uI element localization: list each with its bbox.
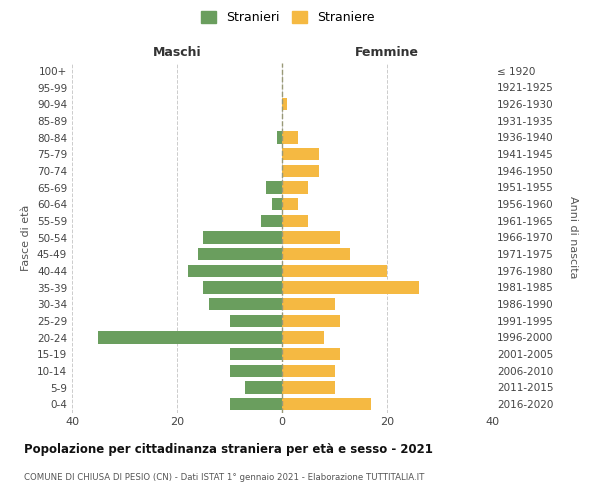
Bar [282,364,335,377]
Bar [282,214,308,227]
Bar [266,181,282,194]
Bar [229,314,282,327]
Y-axis label: Fasce di età: Fasce di età [22,204,31,270]
Bar [203,281,282,293]
Bar [229,348,282,360]
Text: Popolazione per cittadinanza straniera per età e sesso - 2021: Popolazione per cittadinanza straniera p… [24,442,433,456]
Bar [282,98,287,110]
Bar [282,131,298,144]
Bar [271,198,282,210]
Bar [282,181,308,194]
Bar [282,164,319,177]
Bar [282,198,298,210]
Bar [261,214,282,227]
Legend: Stranieri, Straniere: Stranieri, Straniere [196,6,380,29]
Bar [229,364,282,377]
Bar [203,231,282,244]
Bar [277,131,282,144]
Bar [282,248,350,260]
Text: COMUNE DI CHIUSA DI PESIO (CN) - Dati ISTAT 1° gennaio 2021 - Elaborazione TUTTI: COMUNE DI CHIUSA DI PESIO (CN) - Dati IS… [24,472,424,482]
Bar [245,381,282,394]
Bar [229,398,282,410]
Bar [282,298,335,310]
Bar [282,331,324,344]
Bar [282,281,419,293]
Bar [282,264,387,277]
Bar [98,331,282,344]
Bar [209,298,282,310]
Text: Femmine: Femmine [355,46,419,59]
Bar [187,264,282,277]
Y-axis label: Anni di nascita: Anni di nascita [568,196,577,278]
Bar [282,398,371,410]
Bar [282,148,319,160]
Bar [282,348,340,360]
Bar [282,314,340,327]
Bar [282,231,340,244]
Bar [198,248,282,260]
Bar [282,381,335,394]
Text: Maschi: Maschi [152,46,202,59]
